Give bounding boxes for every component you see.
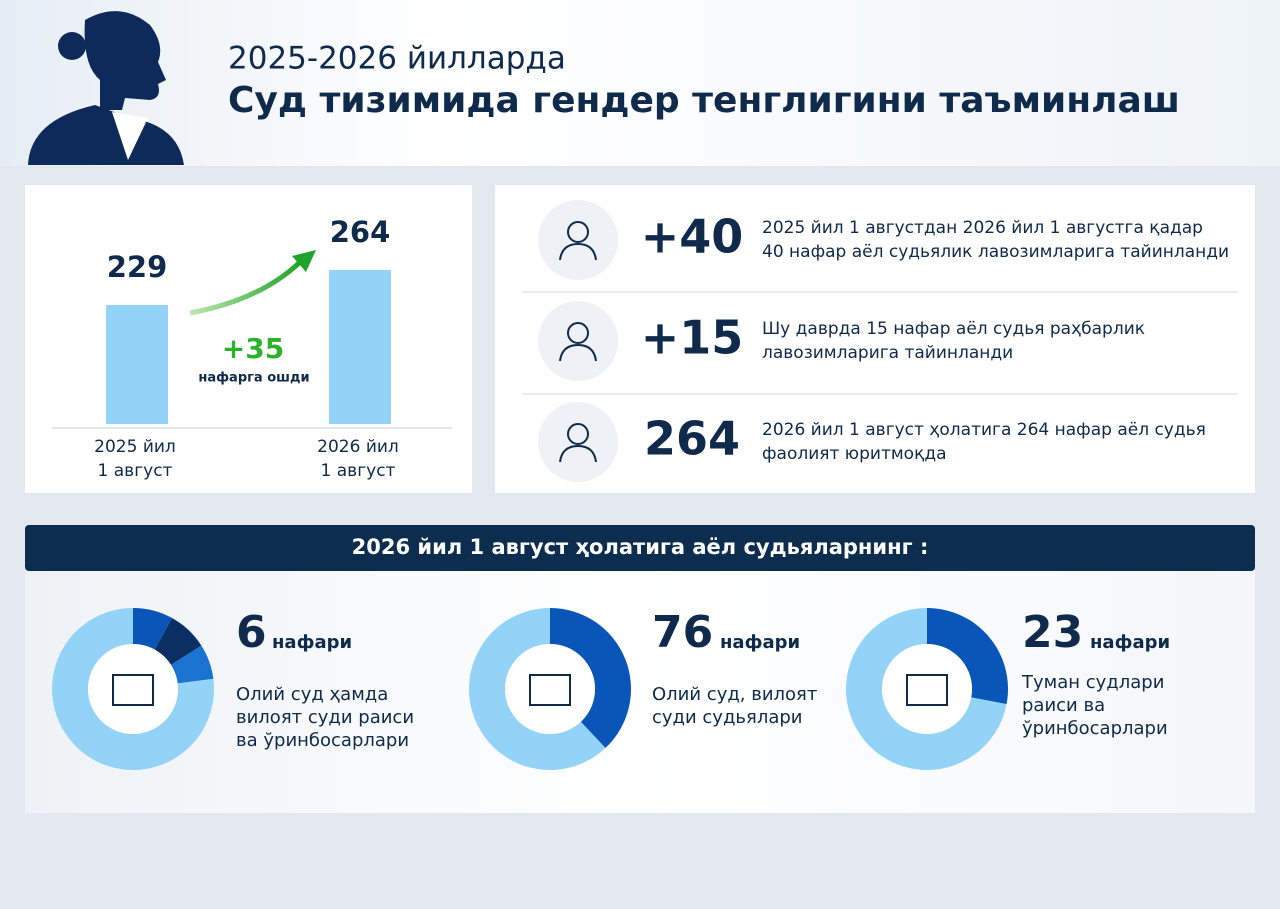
increase-note: нафарга ошди: [198, 371, 309, 386]
arrow: [189, 260, 302, 316]
donut-text: вилоят суди раиси: [236, 707, 414, 728]
donut-text: ўринбосарлари: [1022, 718, 1168, 739]
subtitle: 2025-2026 йилларда: [228, 41, 566, 77]
donut-segment: [927, 608, 1008, 705]
donut-segment: [468, 608, 606, 770]
donut-center: [88, 644, 178, 734]
stat-icon-bg: [538, 200, 618, 280]
donut-center: [505, 644, 595, 734]
donut-unit: нафари: [1090, 632, 1170, 653]
donut-icon: [906, 674, 948, 706]
banner: [25, 525, 1255, 571]
bar-card: [25, 185, 472, 493]
stat-icon: [559, 444, 597, 463]
stat-icon-bg: [538, 301, 618, 381]
stat-text: Шу даврда 15 нафар аёл судья раҳбарлик: [762, 319, 1145, 339]
donut-unit: нафари: [720, 632, 800, 653]
donut-center: [882, 644, 972, 734]
stat-text: фаолият юритмоқда: [762, 444, 947, 464]
stat-text: лавозимларига тайинланди: [762, 343, 1013, 363]
donut-segment: [52, 608, 215, 771]
increase: +35: [222, 332, 284, 365]
donut-text: ва ўринбосарлари: [236, 730, 409, 751]
donut-text: Олий суд ҳамда: [236, 684, 388, 705]
stat-text: 40 нафар аёл судьялик лавозимларига тайи…: [762, 242, 1229, 262]
bar-value: 229: [107, 250, 168, 284]
stat-icon-bg: [538, 402, 618, 482]
stat-icon: [559, 242, 597, 261]
donut-text: Туман судлари: [1021, 672, 1164, 693]
x-tick-label: 2026 йил: [317, 437, 399, 457]
donut-text: суди судьялари: [652, 707, 803, 728]
donut-number: 76: [652, 607, 713, 658]
donut-number: 6: [236, 607, 267, 658]
stat-icon: [567, 423, 589, 445]
stat-icon: [567, 322, 589, 344]
banner-text: 2026 йил 1 август ҳолатига аёл судьяларн…: [352, 535, 929, 559]
bar: [329, 270, 391, 424]
donut-icon: [112, 674, 154, 706]
stat-icon: [559, 343, 597, 362]
donut-segment: [154, 618, 202, 665]
stat-value: 264: [644, 412, 740, 466]
stat-text: 2026 йил 1 август ҳолатига 264 нафар аёл…: [762, 420, 1206, 440]
title: Суд тизимида гендер тенглигини таъминлаш: [228, 80, 1180, 121]
stat-value: +15: [641, 311, 744, 365]
donut-number: 23: [1022, 607, 1083, 658]
donut-text: Олий суд, вилоят: [652, 684, 817, 705]
donut-segment: [133, 608, 173, 650]
bar-value: 264: [330, 215, 391, 249]
x-tick-label: 1 август: [321, 461, 396, 481]
stat-icon: [567, 221, 589, 243]
stat-value: +40: [641, 210, 744, 264]
stats-card: [495, 185, 1255, 493]
arrow-head: [292, 250, 316, 272]
donut-icon: [529, 674, 571, 706]
donut-card: [25, 571, 1255, 813]
x-tick-label: 1 август: [98, 461, 173, 481]
collar: [112, 112, 148, 160]
stat-text: 2025 йил 1 августдан 2026 йил 1 августга…: [762, 218, 1203, 238]
donut-segment: [845, 608, 1007, 771]
donut-text: раиси ва: [1022, 695, 1105, 716]
donut-segment: [550, 608, 631, 749]
donut-segment: [170, 645, 214, 684]
header-bg: [0, 0, 1280, 166]
silhouette: [28, 11, 184, 165]
x-tick-label: 2025 йил: [94, 437, 176, 457]
bar: [106, 305, 168, 424]
donut-unit: нафари: [272, 632, 352, 653]
